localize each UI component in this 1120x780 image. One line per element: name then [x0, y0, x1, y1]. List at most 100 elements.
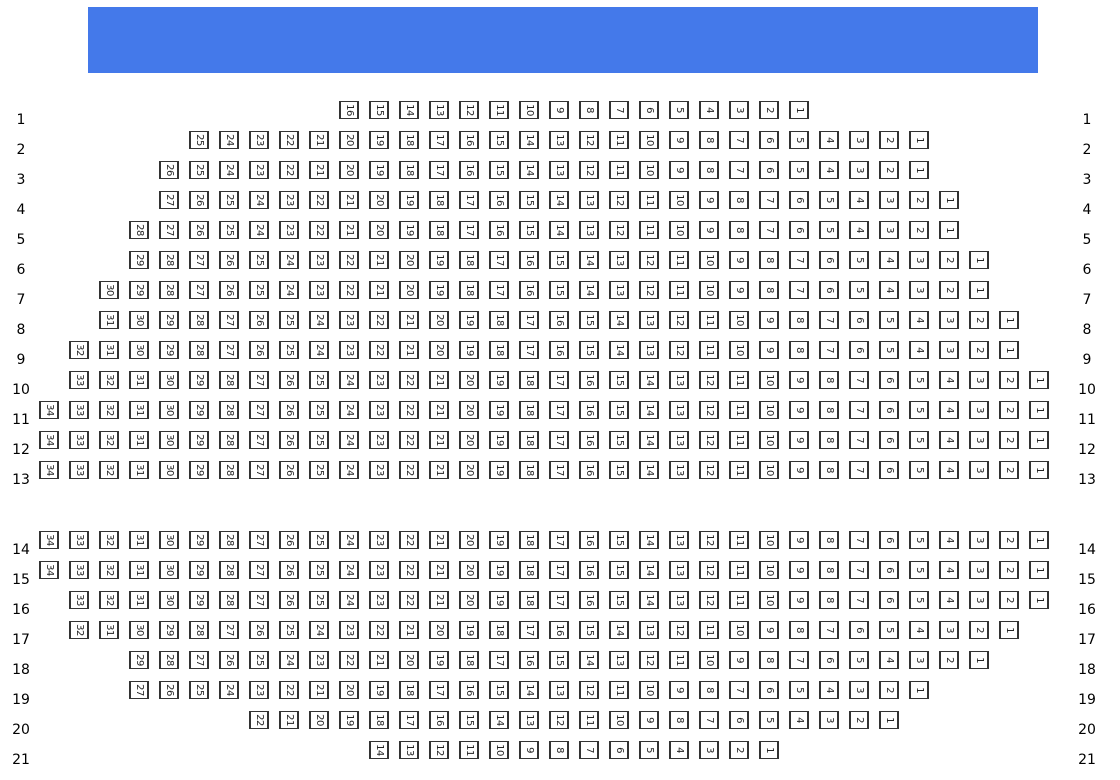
seat[interactable]: 4: [879, 281, 899, 299]
seat[interactable]: 19: [369, 681, 389, 699]
seat[interactable]: 33: [69, 591, 89, 609]
seat[interactable]: 9: [789, 431, 809, 449]
seat[interactable]: 26: [189, 221, 209, 239]
seat[interactable]: 4: [669, 741, 689, 759]
seat[interactable]: 28: [219, 531, 239, 549]
seat[interactable]: 14: [549, 191, 569, 209]
seat[interactable]: 27: [219, 311, 239, 329]
seat[interactable]: 12: [699, 531, 719, 549]
seat[interactable]: 3: [909, 651, 929, 669]
seat[interactable]: 4: [939, 591, 959, 609]
seat[interactable]: 2: [999, 561, 1019, 579]
seat[interactable]: 30: [159, 591, 179, 609]
seat[interactable]: 28: [129, 221, 149, 239]
seat[interactable]: 23: [249, 681, 269, 699]
seat[interactable]: 20: [399, 251, 419, 269]
seat[interactable]: 31: [129, 561, 149, 579]
seat[interactable]: 18: [369, 711, 389, 729]
seat[interactable]: 9: [519, 741, 539, 759]
seat[interactable]: 1: [1029, 431, 1049, 449]
seat[interactable]: 10: [759, 371, 779, 389]
seat[interactable]: 23: [339, 311, 359, 329]
seat[interactable]: 22: [399, 371, 419, 389]
seat[interactable]: 31: [129, 591, 149, 609]
seat[interactable]: 16: [579, 401, 599, 419]
seat[interactable]: 30: [99, 281, 119, 299]
seat[interactable]: 10: [639, 161, 659, 179]
seat[interactable]: 33: [69, 401, 89, 419]
seat[interactable]: 22: [279, 161, 299, 179]
seat[interactable]: 21: [339, 191, 359, 209]
seat[interactable]: 26: [279, 561, 299, 579]
seat[interactable]: 14: [549, 221, 569, 239]
seat[interactable]: 30: [129, 341, 149, 359]
seat[interactable]: 9: [759, 621, 779, 639]
seat[interactable]: 14: [639, 461, 659, 479]
seat[interactable]: 17: [429, 131, 449, 149]
seat[interactable]: 20: [429, 311, 449, 329]
seat[interactable]: 3: [729, 101, 749, 119]
seat[interactable]: 19: [429, 651, 449, 669]
seat[interactable]: 24: [309, 341, 329, 359]
seat[interactable]: 6: [879, 401, 899, 419]
seat[interactable]: 23: [369, 591, 389, 609]
seat[interactable]: 4: [819, 161, 839, 179]
seat[interactable]: 23: [339, 621, 359, 639]
seat[interactable]: 32: [99, 531, 119, 549]
seat[interactable]: 16: [579, 561, 599, 579]
seat[interactable]: 17: [549, 531, 569, 549]
seat[interactable]: 14: [639, 591, 659, 609]
seat[interactable]: 23: [249, 161, 269, 179]
seat[interactable]: 29: [159, 621, 179, 639]
seat[interactable]: 8: [819, 371, 839, 389]
seat[interactable]: 15: [609, 561, 629, 579]
seat[interactable]: 20: [309, 711, 329, 729]
seat[interactable]: 23: [369, 531, 389, 549]
seat[interactable]: 26: [249, 341, 269, 359]
seat[interactable]: 10: [699, 251, 719, 269]
seat[interactable]: 15: [609, 371, 629, 389]
seat[interactable]: 27: [189, 281, 209, 299]
seat[interactable]: 3: [909, 251, 929, 269]
seat[interactable]: 34: [39, 431, 59, 449]
seat[interactable]: 2: [879, 131, 899, 149]
seat[interactable]: 26: [219, 281, 239, 299]
seat[interactable]: 11: [489, 101, 509, 119]
seat[interactable]: 17: [549, 401, 569, 419]
seat[interactable]: 5: [909, 561, 929, 579]
seat[interactable]: 18: [459, 251, 479, 269]
seat[interactable]: 4: [819, 681, 839, 699]
seat[interactable]: 8: [759, 281, 779, 299]
seat[interactable]: 28: [159, 251, 179, 269]
seat[interactable]: 3: [879, 221, 899, 239]
seat[interactable]: 5: [879, 621, 899, 639]
seat[interactable]: 5: [909, 371, 929, 389]
seat[interactable]: 24: [339, 591, 359, 609]
seat[interactable]: 13: [609, 251, 629, 269]
seat[interactable]: 25: [309, 371, 329, 389]
seat[interactable]: 11: [579, 711, 599, 729]
seat[interactable]: 3: [969, 461, 989, 479]
seat[interactable]: 28: [219, 591, 239, 609]
seat[interactable]: 25: [189, 131, 209, 149]
seat[interactable]: 13: [519, 711, 539, 729]
seat[interactable]: 11: [459, 741, 479, 759]
seat[interactable]: 17: [549, 591, 569, 609]
seat[interactable]: 17: [489, 281, 509, 299]
seat[interactable]: 13: [639, 341, 659, 359]
seat[interactable]: 18: [489, 341, 509, 359]
seat[interactable]: 22: [399, 431, 419, 449]
seat[interactable]: 20: [429, 621, 449, 639]
seat[interactable]: 30: [159, 531, 179, 549]
seat[interactable]: 6: [879, 371, 899, 389]
seat[interactable]: 2: [879, 161, 899, 179]
seat[interactable]: 19: [369, 131, 389, 149]
seat[interactable]: 6: [819, 651, 839, 669]
seat[interactable]: 31: [99, 341, 119, 359]
seat[interactable]: 5: [909, 531, 929, 549]
seat[interactable]: 27: [249, 531, 269, 549]
seat[interactable]: 14: [639, 531, 659, 549]
seat[interactable]: 2: [999, 591, 1019, 609]
seat[interactable]: 30: [159, 371, 179, 389]
seat[interactable]: 15: [549, 251, 569, 269]
